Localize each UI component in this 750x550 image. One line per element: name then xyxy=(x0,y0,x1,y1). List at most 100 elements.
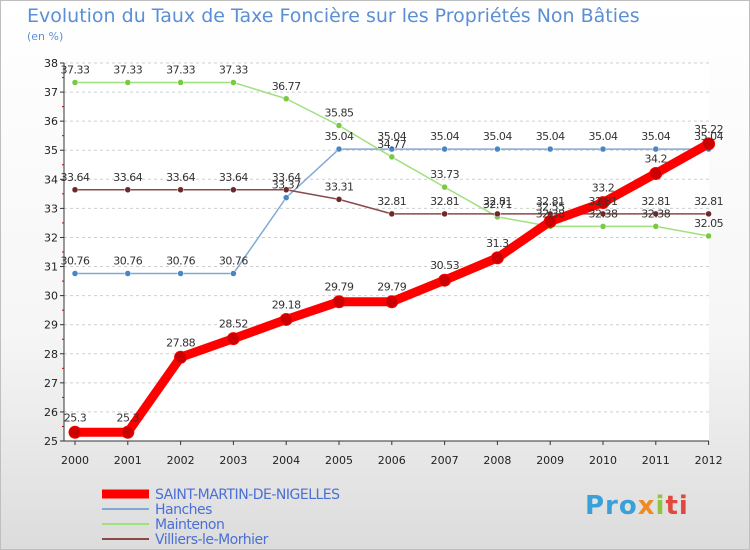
data-point xyxy=(230,79,237,86)
data-label: 37.33 xyxy=(166,63,195,76)
data-label: 37.33 xyxy=(61,63,90,76)
data-point xyxy=(652,145,660,153)
data-point xyxy=(282,186,290,194)
data-point xyxy=(596,196,610,210)
chart-unit: (en %) xyxy=(27,30,64,43)
chart-title: Evolution du Taux de Taxe Foncière sur l… xyxy=(27,5,640,27)
y-tick-label: 37 xyxy=(44,86,58,99)
data-label: 32.81 xyxy=(641,195,670,208)
data-point xyxy=(494,210,501,218)
data-label: 33.2 xyxy=(592,182,615,195)
data-point xyxy=(652,210,660,218)
logo-part: x xyxy=(637,491,656,521)
data-label: 33.64 xyxy=(272,171,301,184)
data-point xyxy=(71,79,79,86)
data-label: 34.2 xyxy=(645,152,668,165)
data-point xyxy=(494,145,501,153)
x-tick-label: 2007 xyxy=(431,454,459,467)
data-label: 33.64 xyxy=(166,171,195,184)
y-tick-label: 28 xyxy=(44,348,58,361)
x-tick-label: 2004 xyxy=(272,454,300,467)
data-point xyxy=(174,350,188,364)
data-point xyxy=(230,186,237,194)
x-tick-label: 2008 xyxy=(483,454,511,467)
data-label: 35.04 xyxy=(430,130,459,143)
data-label: 35.04 xyxy=(641,130,670,143)
data-label: 35.04 xyxy=(325,130,354,143)
y-tick-label: 35 xyxy=(44,144,58,157)
data-point xyxy=(335,196,343,203)
data-label: 25.3 xyxy=(117,411,140,424)
data-point xyxy=(599,223,607,230)
x-tick-label: 2003 xyxy=(219,454,247,467)
data-point xyxy=(335,145,343,153)
data-label: 32.38 xyxy=(536,207,565,220)
y-tick-label: 27 xyxy=(44,377,58,390)
data-label: 31.3 xyxy=(486,237,509,250)
data-label: 35.04 xyxy=(536,130,565,143)
data-label: 25.3 xyxy=(64,411,87,424)
data-point xyxy=(282,95,290,103)
data-label: 32.38 xyxy=(589,207,618,220)
y-tick-label: 34 xyxy=(44,173,58,186)
data-label: 30.76 xyxy=(219,255,248,268)
data-label: 35.04 xyxy=(483,130,512,143)
data-point xyxy=(226,332,240,346)
data-point xyxy=(124,186,132,194)
data-point xyxy=(388,153,396,161)
proxiti-logo: Proxiti xyxy=(585,491,689,521)
data-point xyxy=(438,273,452,287)
data-label: 37.33 xyxy=(219,63,248,76)
data-label: 35.22 xyxy=(694,123,723,136)
y-tick-label: 25 xyxy=(44,435,58,448)
logo-part: ti xyxy=(665,491,689,521)
data-label: 30.76 xyxy=(61,255,90,268)
data-point xyxy=(332,295,346,309)
data-label: 33.64 xyxy=(219,171,248,184)
y-tick-label: 30 xyxy=(44,290,58,303)
data-label: 30.76 xyxy=(113,255,142,268)
data-point xyxy=(490,251,504,265)
y-tick-label: 38 xyxy=(44,57,58,70)
data-point xyxy=(121,425,135,439)
x-tick-label: 2002 xyxy=(167,454,195,467)
data-label: 32.81 xyxy=(483,195,512,208)
data-label: 32.71 xyxy=(483,198,512,211)
data-point xyxy=(546,145,554,153)
y-tick-label: 36 xyxy=(44,115,58,128)
data-label: 32.38 xyxy=(641,207,670,220)
data-label: 36.77 xyxy=(272,80,301,93)
data-label: 37.33 xyxy=(113,63,142,76)
logo-part: Pro xyxy=(585,491,638,521)
x-tick-label: 2001 xyxy=(114,454,142,467)
data-label: 33.31 xyxy=(325,180,354,193)
data-label: 35.04 xyxy=(589,130,618,143)
data-point xyxy=(599,210,607,218)
legend-label: SAINT-MARTIN-DE-NIGELLES xyxy=(155,487,340,503)
x-tick-label: 2006 xyxy=(378,454,406,467)
x-tick-label: 2005 xyxy=(325,454,353,467)
data-point xyxy=(705,232,712,240)
y-tick-label: 29 xyxy=(44,319,58,332)
data-point xyxy=(71,186,79,194)
data-point xyxy=(385,295,399,309)
data-point xyxy=(649,166,663,180)
x-tick-label: 2012 xyxy=(695,454,723,467)
data-point xyxy=(652,223,660,230)
data-label: 30.53 xyxy=(430,259,459,272)
legend-label: Hanches xyxy=(155,502,212,518)
data-label: 28.52 xyxy=(219,318,248,331)
y-tick-label: 31 xyxy=(44,261,58,274)
legend-label: Maintenon xyxy=(155,517,224,533)
data-point xyxy=(441,145,448,153)
data-label: 33.73 xyxy=(430,168,459,181)
data-point xyxy=(177,270,184,277)
x-tick-label: 2011 xyxy=(642,454,670,467)
data-point xyxy=(543,214,557,228)
x-tick-label: 2010 xyxy=(589,454,617,467)
data-label: 34.77 xyxy=(377,138,406,151)
data-label: 33.64 xyxy=(61,171,90,184)
data-point xyxy=(388,210,396,218)
